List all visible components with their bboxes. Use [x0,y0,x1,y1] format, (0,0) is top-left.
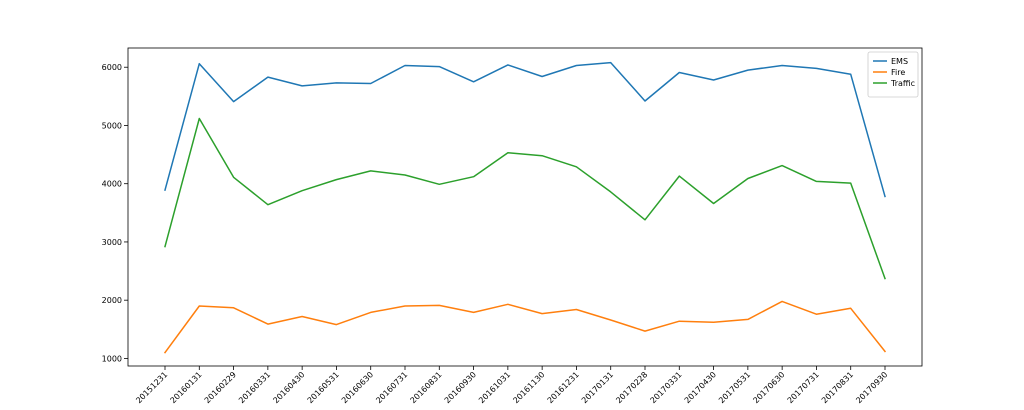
y-axis: 1000 2000 3000 4000 5000 6000 [102,63,128,363]
x-tick-label: 20160531 [306,370,341,405]
x-tick-label: 20160331 [237,370,272,405]
legend-label-traffic: Traffic [890,79,915,88]
y-tick-label: 4000 [102,180,122,189]
y-tick-label: 1000 [102,354,122,363]
x-tick-label: 20170531 [717,370,752,405]
x-tick-label: 20160131 [169,370,204,405]
y-tick-label: 2000 [102,296,122,305]
x-tick-label: 20160930 [443,370,478,405]
series-line-fire [163,300,887,354]
x-tick-label: 20170630 [751,370,786,405]
x-tick-label: 20160229 [203,370,238,405]
x-tick-label: 20170228 [614,370,649,405]
legend: EMS Fire Traffic [867,51,919,98]
y-tick-label: 6000 [102,63,122,72]
y-tick-label: 3000 [102,238,122,247]
legend-box [867,51,919,98]
x-tick-label: 20160430 [271,370,306,405]
x-axis: 20151231 20160131 20160229 20160331 20160430… [134,366,889,405]
legend-label-fire: Fire [891,68,905,77]
x-tick-label: 20161031 [477,370,512,405]
x-tick-label: 20160731 [374,370,409,405]
plot-frame [127,47,923,367]
x-tick-label: 20151231 [134,370,169,405]
x-tick-label: 20161130 [511,370,546,405]
x-tick-label: 20160630 [340,370,375,405]
x-tick-label: 20170331 [649,370,684,405]
x-tick-label: 20161231 [546,370,581,405]
series-line-traffic [164,117,886,280]
x-tick-label: 20170930 [854,370,889,405]
series-line-ems [164,61,886,198]
x-tick-label: 20170131 [580,370,615,405]
x-tick-label: 20170831 [820,370,855,405]
series-layer [163,61,887,354]
x-tick-label: 20160831 [409,370,444,405]
x-tick-label: 20170731 [786,370,821,405]
legend-label-ems: EMS [891,57,908,66]
y-tick-label: 5000 [102,121,122,130]
x-tick-label: 20170430 [683,370,718,405]
